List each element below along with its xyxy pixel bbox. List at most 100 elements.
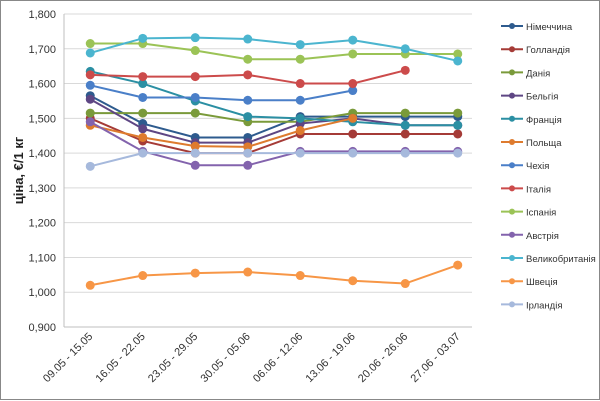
- legend-item: Австрія: [501, 231, 559, 242]
- legend-label: Австрія: [526, 231, 559, 242]
- legend-label: Голландія: [526, 45, 570, 56]
- data-point: [190, 268, 200, 278]
- data-point: [453, 56, 463, 66]
- data-point: [295, 54, 305, 64]
- legend-item: Голландія: [501, 45, 570, 56]
- y-tick-label: 0,900: [28, 322, 56, 334]
- legend-label: Ірландія: [526, 300, 562, 311]
- x-tick-label: 06.06 - 12.06: [251, 331, 305, 385]
- legend-item: Бельгія: [501, 92, 558, 103]
- data-point: [190, 72, 200, 82]
- legend-item: Іспанія: [501, 208, 556, 219]
- series-8: [85, 39, 463, 64]
- data-point: [400, 120, 410, 130]
- legend-item: Польща: [501, 138, 562, 149]
- data-point: [348, 79, 358, 89]
- data-point: [295, 271, 305, 281]
- series-line: [90, 70, 458, 127]
- legend-label: Польща: [526, 138, 562, 149]
- data-point: [243, 54, 253, 64]
- series-11: [85, 260, 463, 290]
- series-line: [89, 36, 458, 62]
- series-line: [90, 42, 458, 61]
- legend-marker: [509, 278, 515, 285]
- legend-item: Великобританія: [501, 254, 596, 265]
- data-point: [453, 260, 463, 270]
- legend-label: Швеція: [526, 277, 558, 288]
- series-5: [85, 113, 358, 152]
- data-point: [400, 279, 410, 289]
- legend-marker: [509, 46, 515, 53]
- x-tick-label: 20.06 - 26.06: [356, 331, 410, 385]
- legend-item: Швеція: [501, 277, 558, 288]
- data-point: [453, 148, 463, 158]
- data-point: [348, 276, 358, 286]
- data-point: [138, 72, 148, 82]
- y-tick-label: 1,700: [28, 44, 56, 56]
- data-point: [138, 79, 148, 89]
- data-point: [138, 92, 148, 102]
- data-point: [400, 44, 410, 54]
- x-tick-label: 09.05 - 15.05: [41, 331, 95, 385]
- data-point: [295, 79, 305, 89]
- y-axis-label: ціна, €/1 кг: [11, 136, 26, 204]
- data-point: [190, 92, 200, 102]
- x-tick-label: 13.06 - 19.06: [304, 331, 358, 385]
- legend-label: Іспанія: [526, 208, 556, 219]
- series-line: [90, 152, 458, 168]
- data-point: [295, 113, 305, 123]
- legend-marker: [509, 301, 515, 308]
- legend-item: Італія: [501, 184, 551, 195]
- series-10: [85, 33, 463, 66]
- data-point: [348, 113, 358, 123]
- legend-marker: [509, 162, 515, 169]
- legend-marker: [509, 231, 515, 238]
- y-tick-label: 1,000: [28, 287, 56, 299]
- data-point: [348, 35, 358, 45]
- legend-item: Данія: [501, 68, 550, 79]
- series-6: [85, 80, 358, 105]
- data-point: [243, 112, 253, 122]
- data-point: [85, 48, 95, 58]
- legend-label: Франція: [526, 115, 562, 126]
- data-point: [400, 129, 410, 139]
- legend-marker: [509, 92, 515, 99]
- data-point: [243, 70, 253, 80]
- data-point: [243, 148, 253, 158]
- data-point: [295, 95, 305, 105]
- data-point: [348, 86, 358, 96]
- data-point: [190, 160, 200, 170]
- data-point: [348, 129, 358, 139]
- y-tick-label: 1,200: [28, 218, 56, 230]
- legend-label: Данія: [526, 68, 550, 79]
- y-tick-label: 1,600: [28, 79, 56, 91]
- legend-marker: [509, 255, 515, 261]
- data-point: [85, 161, 95, 171]
- data-point: [190, 141, 200, 151]
- data-point: [453, 129, 463, 139]
- y-tick-label: 1,300: [28, 183, 56, 195]
- data-point: [295, 148, 305, 158]
- data-point: [400, 65, 410, 75]
- series-line: [90, 117, 353, 148]
- data-point: [453, 49, 463, 59]
- x-tick-label: 30.05 - 05.06: [199, 331, 253, 385]
- data-point: [85, 94, 95, 104]
- data-point: [453, 120, 463, 130]
- data-point: [243, 160, 253, 170]
- data-point: [295, 126, 305, 136]
- data-point: [243, 267, 253, 277]
- data-point: [453, 108, 463, 118]
- y-tick-label: 1,100: [28, 252, 56, 264]
- y-tick-label: 1,500: [28, 113, 56, 125]
- data-point: [138, 124, 148, 134]
- data-point: [85, 280, 95, 290]
- legend-label: Італія: [526, 184, 551, 195]
- data-point: [348, 49, 358, 59]
- y-tick-label: 1,800: [28, 9, 56, 21]
- legend-marker: [509, 69, 515, 76]
- series-line: [89, 117, 458, 155]
- series-line: [90, 112, 458, 123]
- data-point: [348, 148, 358, 158]
